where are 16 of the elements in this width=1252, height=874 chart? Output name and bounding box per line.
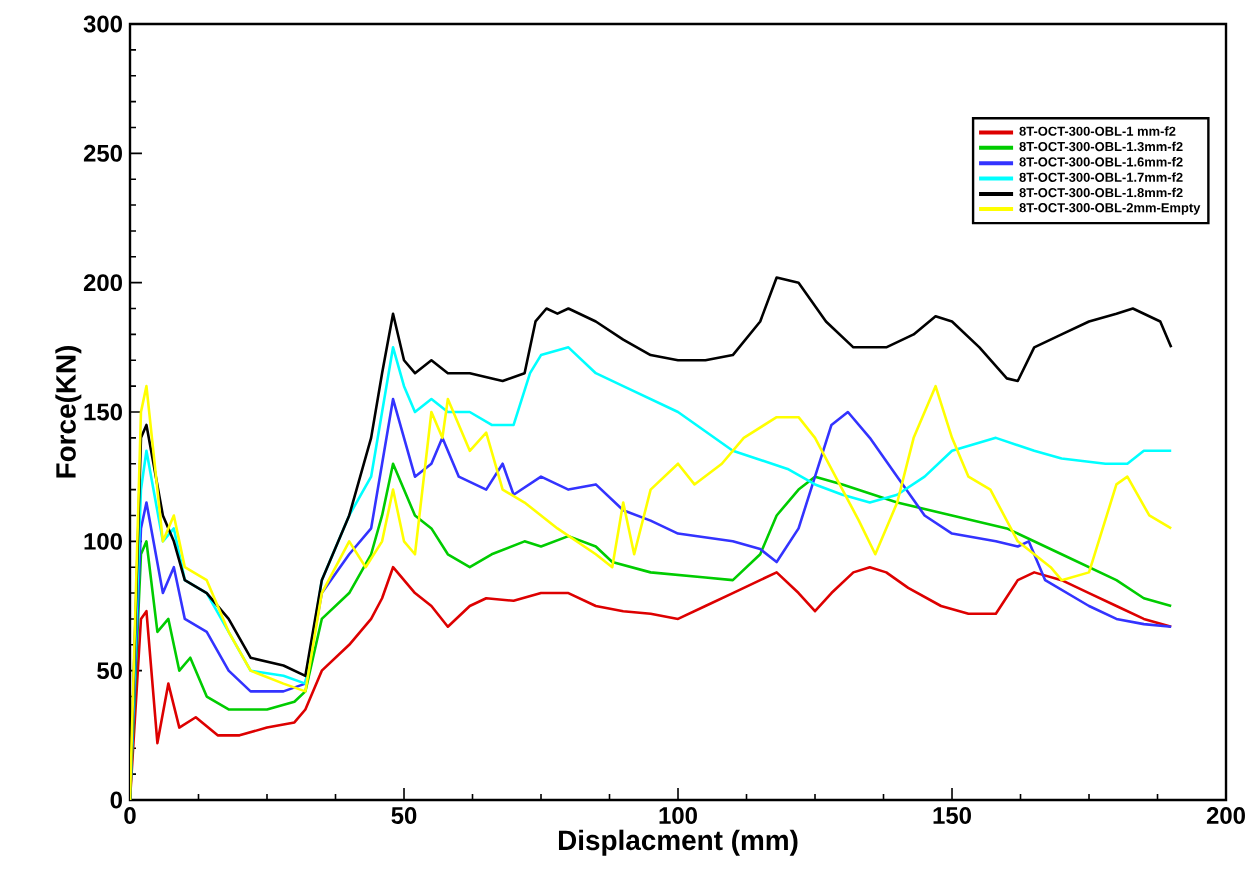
x-axis-title: Displacment (mm)	[558, 829, 798, 856]
y-tick-label: 100	[84, 532, 122, 550]
y-tick-label: 250	[83, 144, 122, 162]
x-tick-label: 100	[659, 807, 697, 824]
x-tick-label: 200	[1206, 807, 1245, 824]
y-axis-title: Force(KN)	[55, 345, 82, 478]
x-tick-label: 0	[124, 807, 136, 824]
line-series	[130, 462, 1173, 800]
y-tick-label: 0	[110, 791, 122, 809]
y-tick-label: 200	[83, 274, 122, 292]
y-tick-label: 300	[83, 15, 122, 33]
x-tick-label: 150	[933, 807, 971, 824]
y-tick-label: 50	[97, 662, 122, 680]
line-series	[130, 565, 1173, 800]
x-tick-label: 50	[391, 807, 417, 824]
y-tick-label: 150	[84, 403, 122, 421]
